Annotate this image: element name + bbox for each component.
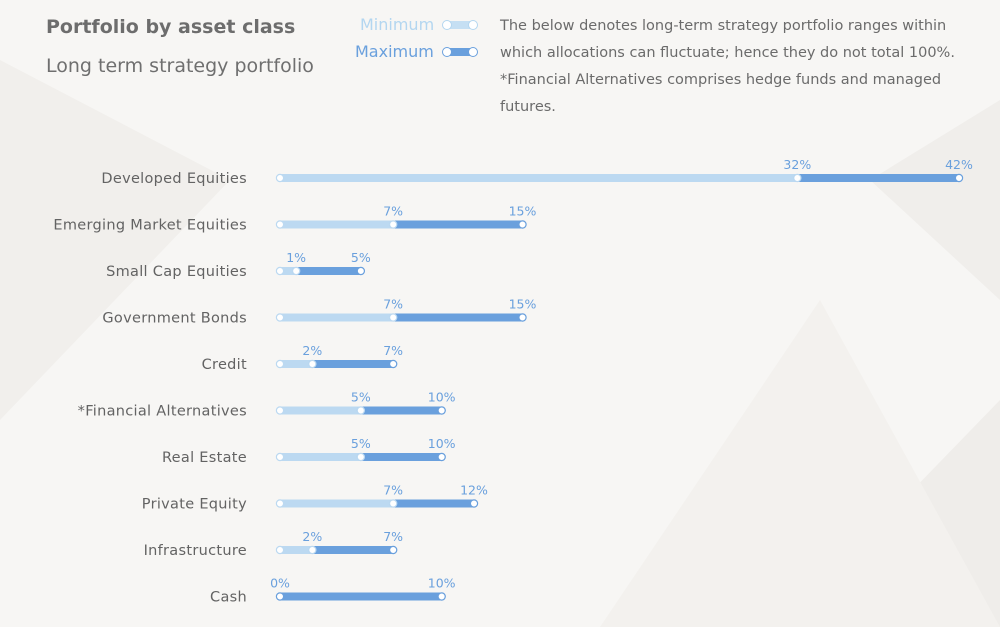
minimum-value-label: 1% (286, 250, 306, 265)
maximum-dot (954, 173, 964, 183)
range-start-dot (275, 499, 285, 508)
note-line-1: The below denotes long-term strategy por… (500, 18, 955, 61)
category-label: Cash (210, 590, 247, 606)
range-start-dot (275, 545, 285, 555)
range-start-dot (275, 592, 285, 601)
category-label: Small Cap Equities (106, 264, 247, 280)
legend-maximum-label: Maximum (355, 42, 434, 61)
minimum-dot (388, 220, 398, 229)
maximum-value-label: 10% (428, 436, 456, 451)
maximum-value-label: 7% (383, 343, 403, 358)
range-start-dot (275, 173, 285, 183)
minimum-dot (308, 359, 317, 369)
maximum-dot (356, 266, 366, 276)
maximum-dot (388, 359, 398, 369)
minimum-value-label: 0% (270, 576, 290, 591)
range-start-dot (275, 406, 285, 415)
maximum-value-label: 10% (428, 390, 456, 405)
range-start-dot (275, 220, 285, 229)
legend-maximum: Maximum (355, 42, 478, 61)
minimum-dot (388, 313, 398, 322)
range-start-dot (275, 359, 285, 369)
category-label: Emerging Market Equities (53, 218, 247, 234)
legend-minimum-label: Minimum (360, 15, 435, 34)
maximum-value-label: 15% (509, 204, 537, 219)
maximum-dot (518, 313, 527, 322)
minimum-value-label: 32% (783, 157, 811, 172)
maximum-value-label: 42% (945, 157, 973, 172)
range-start-dot (275, 313, 285, 322)
category-label: Government Bonds (102, 311, 247, 327)
maximum-dot (437, 592, 446, 601)
chart-note: The below denotes long-term strategy por… (500, 13, 975, 121)
legend-minimum-swatch (442, 19, 479, 30)
maximum-value-label: 7% (383, 529, 403, 544)
note-line-2: *Financial Alternatives comprises hedge … (500, 72, 942, 115)
legend-minimum: Minimum (360, 15, 479, 34)
maximum-dot (518, 220, 527, 229)
maximum-dot (437, 406, 446, 415)
chart-subtitle: Long term strategy portfolio (46, 55, 314, 77)
minimum-value-label: 5% (351, 436, 371, 451)
minimum-dot (356, 406, 366, 415)
maximum-dot (437, 452, 446, 462)
minimum-dot (356, 452, 366, 462)
minimum-value-label: 5% (351, 390, 371, 405)
maximum-value-label: 12% (460, 483, 488, 498)
minimum-dot (793, 173, 802, 183)
minimum-value-label: 7% (383, 204, 403, 219)
category-label: *Financial Alternatives (78, 404, 247, 420)
minimum-value-label: 7% (383, 297, 403, 312)
legend-maximum-swatch (441, 46, 478, 57)
maximum-dot (388, 545, 398, 555)
minimum-dot (308, 545, 317, 555)
minimum-dot (388, 499, 398, 508)
category-label: Infrastructure (144, 543, 247, 559)
category-label: Private Equity (142, 497, 247, 513)
minimum-value-label: 2% (302, 343, 322, 358)
category-label: Developed Equities (101, 171, 247, 187)
minimum-dot (291, 266, 301, 276)
range-start-dot (275, 452, 285, 462)
minimum-value-label: 2% (302, 529, 322, 544)
category-label: Credit (202, 357, 247, 373)
maximum-value-label: 10% (428, 576, 456, 591)
range-start-dot (275, 266, 285, 276)
chart-title: Portfolio by asset class (46, 16, 296, 38)
maximum-dot (469, 499, 479, 508)
minimum-value-label: 7% (383, 483, 403, 498)
maximum-value-label: 15% (509, 297, 537, 312)
maximum-value-label: 5% (351, 250, 371, 265)
category-label: Real Estate (162, 450, 247, 466)
